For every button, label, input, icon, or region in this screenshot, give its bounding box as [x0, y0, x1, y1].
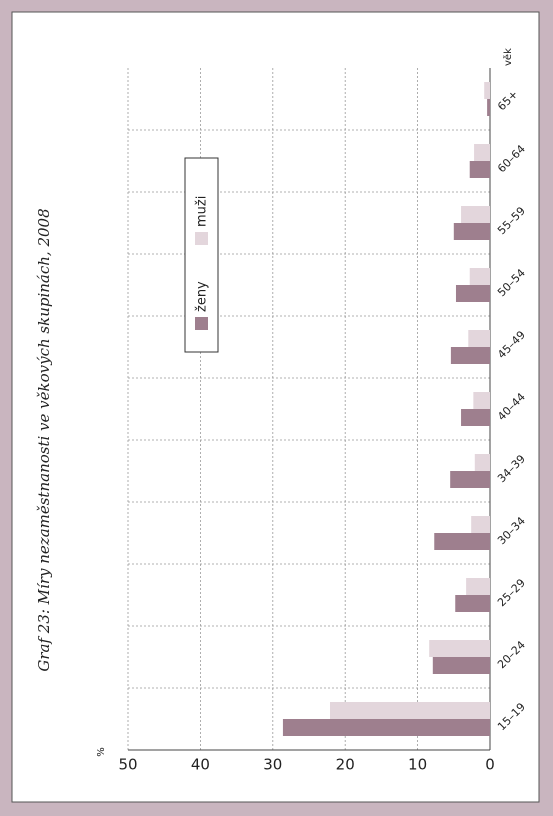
- y-tick-label: 20: [336, 756, 355, 774]
- bar: [461, 409, 491, 426]
- bar: [461, 206, 491, 223]
- legend-label: ženy: [195, 281, 210, 312]
- page-panel: [11, 11, 540, 803]
- bar: [450, 471, 490, 488]
- y-tick-label: 40: [191, 756, 210, 774]
- bar: [432, 657, 490, 674]
- chart-title: Graf 23: Míry nezaměstnanosti ve věkovýc…: [35, 208, 53, 671]
- bar: [434, 533, 491, 550]
- bar: [469, 268, 490, 285]
- bar: [455, 285, 490, 302]
- bar: [474, 454, 490, 471]
- bar: [282, 719, 490, 736]
- legend-swatch: [195, 317, 208, 330]
- bar: [455, 595, 490, 612]
- bar: [471, 516, 490, 533]
- bar: [469, 161, 490, 178]
- y-axis-label: %: [96, 747, 107, 757]
- legend: ženy muži: [184, 157, 219, 353]
- legend-label: muži: [195, 196, 210, 227]
- y-tick-label: 10: [408, 756, 427, 774]
- legend-box: [184, 157, 219, 353]
- x-axis-label: věk: [502, 48, 514, 66]
- y-tick-label: 0: [485, 756, 495, 774]
- bar: [473, 392, 490, 409]
- bar: [468, 330, 490, 347]
- bar: [466, 578, 491, 595]
- bar: [474, 144, 490, 161]
- y-tick-label: 30: [263, 756, 282, 774]
- bar: [329, 702, 490, 719]
- legend-swatch: [195, 232, 208, 245]
- bar: [450, 347, 490, 364]
- bar: [484, 82, 491, 99]
- bar: [487, 99, 491, 116]
- bar: [429, 640, 490, 657]
- bar: [453, 223, 490, 240]
- y-tick-label: 50: [118, 756, 137, 774]
